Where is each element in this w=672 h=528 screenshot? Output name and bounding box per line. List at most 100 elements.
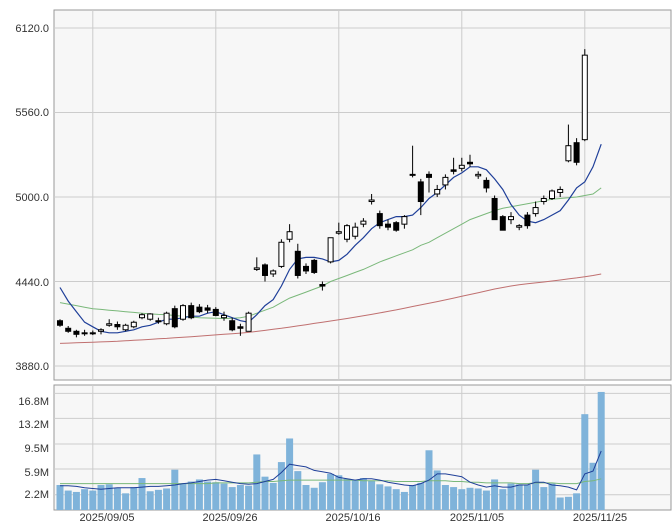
candle [491, 195, 498, 221]
candle-body [442, 176, 449, 186]
volume-bar [409, 485, 417, 510]
volume-bar [302, 485, 310, 510]
candle [237, 323, 244, 336]
volume-bar [64, 490, 72, 510]
candle [565, 124, 572, 163]
volume-bar [564, 496, 572, 510]
candle-body [417, 181, 424, 203]
volume-bar [540, 487, 548, 510]
candle [73, 329, 80, 338]
candle [130, 320, 137, 329]
candle-body [196, 306, 203, 313]
volume-bar [261, 476, 269, 510]
candle [229, 317, 236, 332]
date-tick-label: 2025/11/05 [450, 512, 504, 523]
candle-body [368, 199, 375, 203]
candle [581, 49, 588, 142]
volume-bar [400, 491, 408, 510]
volume-bar [179, 483, 187, 510]
volume-tick-label: 9.5M [25, 443, 49, 455]
candle [442, 174, 449, 190]
candle-body [221, 314, 227, 319]
volume-bar [89, 490, 97, 510]
candle [253, 257, 260, 271]
price-panel-background [53, 9, 672, 381]
volume-bar [269, 482, 277, 510]
volume-bar [335, 475, 343, 510]
candle-body [81, 332, 88, 335]
volume-bar [122, 493, 130, 510]
candle-body [253, 267, 260, 270]
candle-body [57, 320, 63, 326]
volume-bar [343, 478, 351, 510]
candle [286, 224, 293, 243]
candle [532, 201, 539, 217]
candle-body [278, 241, 285, 267]
volume-bar [72, 491, 80, 510]
candle [221, 311, 227, 321]
volume-bar [376, 484, 384, 510]
candle-body [163, 312, 170, 325]
volume-bar [56, 485, 64, 510]
candle-body [508, 216, 514, 221]
volume-bar [228, 487, 236, 510]
price-tick-label: 4440.0 [15, 277, 49, 289]
volume-tick-label: 5.9M [25, 467, 49, 479]
volume-bar [581, 414, 589, 510]
volume-bar [195, 479, 203, 510]
candle [81, 329, 88, 336]
volume-bar [573, 493, 581, 510]
volume-bar [368, 480, 376, 510]
candle-body [188, 305, 195, 319]
candle [278, 239, 285, 268]
candle-body [581, 54, 588, 141]
candle [458, 157, 465, 172]
candle-body [130, 321, 137, 328]
candle [294, 243, 301, 279]
candle [204, 304, 211, 314]
volume-bar [318, 482, 326, 510]
candle-body [565, 145, 572, 162]
candle-body [204, 307, 211, 311]
volume-bar [187, 481, 195, 510]
candle-body [319, 284, 326, 287]
candle-body [352, 226, 359, 237]
candle [89, 330, 96, 336]
date-tick-label: 2025/10/16 [325, 512, 380, 523]
candle-body [229, 320, 236, 331]
candle [516, 224, 523, 231]
volume-bar [351, 480, 359, 510]
candle-body [311, 259, 318, 273]
candle-body [245, 312, 252, 332]
candle [98, 328, 104, 335]
price-tick-label: 6120.0 [15, 23, 49, 35]
candle [557, 186, 564, 197]
candle-body [262, 264, 268, 276]
candle [270, 269, 277, 277]
candle [155, 317, 162, 324]
candle-body [540, 198, 547, 203]
volume-ma-short-line [60, 450, 602, 491]
volume-bar [499, 489, 507, 510]
candle-body [549, 190, 555, 200]
date-axis: 2025/09/05 2025/09/26 2025/10/16 2025/11… [79, 512, 627, 524]
candle [344, 224, 350, 243]
candle [352, 222, 359, 240]
candle [262, 263, 268, 282]
candle-body [401, 216, 408, 225]
candle [311, 258, 318, 274]
candle-body [106, 323, 113, 326]
candle-body [270, 270, 277, 275]
candle-body [434, 188, 441, 195]
volume-bar [359, 478, 367, 510]
candle-body [499, 216, 506, 231]
candle [303, 263, 309, 274]
candle-body [171, 308, 178, 328]
candle [171, 305, 178, 329]
candle [188, 302, 195, 320]
candle-body [557, 188, 564, 193]
volume-bar [491, 479, 499, 510]
price-tick-label: 5000.0 [15, 192, 49, 204]
date-tick-label: 2025/11/25 [573, 512, 627, 523]
